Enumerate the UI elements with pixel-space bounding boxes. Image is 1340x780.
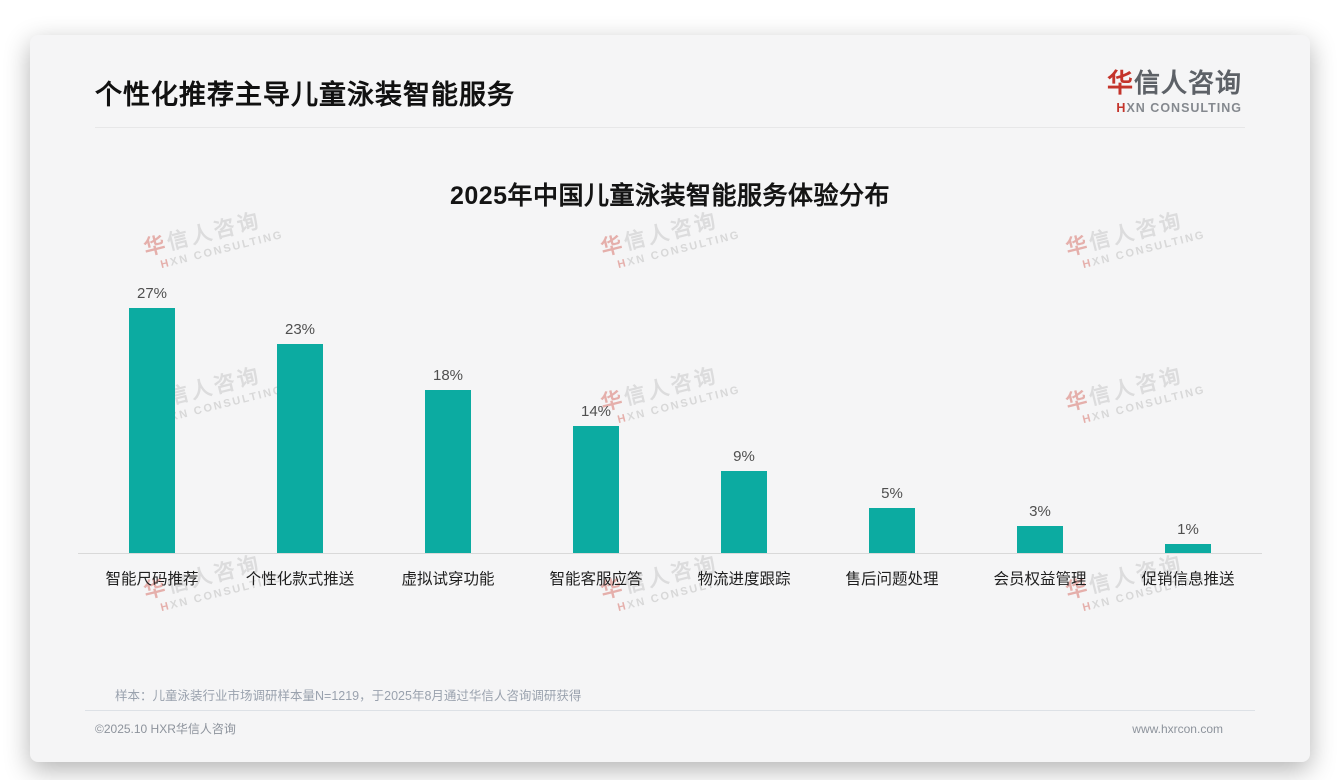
bar: [573, 426, 619, 553]
bar-value-label: 5%: [881, 485, 903, 502]
bar-group: 3%: [966, 503, 1114, 553]
bar-group: 1%: [1114, 521, 1262, 553]
footer: ©2025.10 HXR华信人咨询 www.hxrcon.com: [85, 710, 1255, 737]
bar: [425, 390, 471, 553]
bar-group: 9%: [670, 448, 818, 553]
category-label: 个性化款式推送: [245, 571, 355, 588]
bar: [1017, 526, 1063, 553]
bar: [869, 508, 915, 553]
bar: [277, 344, 323, 553]
bar-value-label: 9%: [733, 448, 755, 465]
page-title: 个性化推荐主导儿童泳装智能服务: [95, 80, 515, 110]
bar-value-label: 18%: [432, 367, 464, 384]
category-label: 促销信息推送: [1141, 571, 1235, 588]
chart-area: 2025年中国儿童泳装智能服务体验分布 27% 23% 18% 14%: [30, 176, 1310, 589]
category-axis: 智能尺码推荐 个性化款式推送 虚拟试穿功能 智能客服应答 物流进度跟踪 售后问题…: [78, 567, 1262, 589]
header-divider: [95, 127, 1245, 128]
plot-area: 27% 23% 18% 14% 9%: [78, 278, 1262, 554]
website-link[interactable]: www.hxrcon.com: [1132, 721, 1223, 736]
category-label: 售后问题处理: [845, 571, 939, 588]
bar-value-label: 14%: [580, 403, 612, 420]
category-label: 物流进度跟踪: [697, 571, 791, 588]
bar-group: 5%: [818, 485, 966, 553]
header: 个性化推荐主导儿童泳装智能服务: [30, 35, 1310, 128]
company-logo: 华信人咨询 HXN CONSULTING: [1107, 63, 1242, 115]
chart-title: 2025年中国儿童泳装智能服务体验分布: [449, 182, 891, 210]
logo-en-text: HXN CONSULTING: [1116, 101, 1242, 115]
bar-group: 18%: [374, 367, 522, 553]
bar-value-label: 3%: [1029, 503, 1051, 520]
category-label: 智能客服应答: [549, 571, 643, 588]
bar-group: 14%: [522, 403, 670, 553]
bar-value-label: 27%: [136, 285, 168, 302]
category-label: 会员权益管理: [993, 571, 1087, 588]
bar-chart: 27% 23% 18% 14% 9%: [78, 278, 1262, 589]
bar: [129, 308, 175, 553]
logo-cn-text: 华信人咨询: [1106, 68, 1242, 98]
sample-footnote: 样本：儿童泳装行业市场调研样本量N=1219，于2025年8月通过华信人咨询调研…: [115, 689, 582, 703]
category-label: 虚拟试穿功能: [401, 571, 495, 588]
bar-value-label: 23%: [284, 321, 316, 338]
category-label: 智能尺码推荐: [105, 571, 199, 588]
report-card: 华信人咨询 HXN CONSULTING 华信人咨询 HXN CONSULTIN…: [30, 35, 1310, 762]
bar-group: 23%: [226, 321, 374, 553]
bar: [721, 471, 767, 553]
bar-group: 27%: [78, 285, 226, 553]
bar: [1165, 544, 1211, 553]
bar-value-label: 1%: [1177, 521, 1199, 538]
copyright-text: ©2025.10 HXR华信人咨询: [95, 722, 236, 736]
